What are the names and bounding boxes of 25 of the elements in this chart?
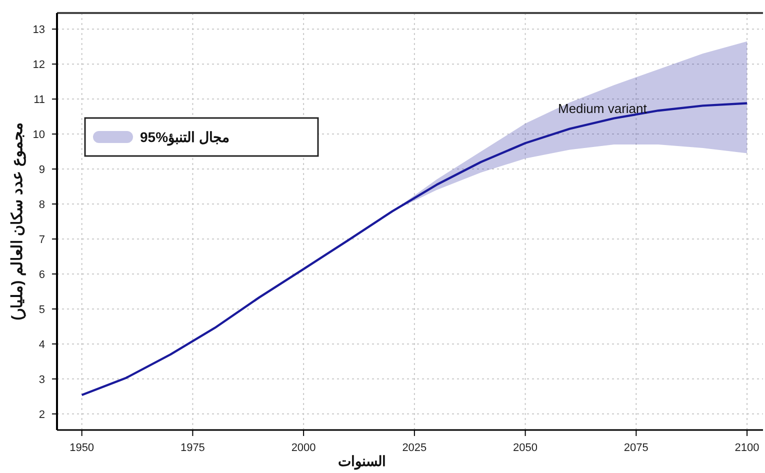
x-tick-label: 1975 — [180, 442, 205, 454]
y-tick-label: 11 — [34, 94, 45, 106]
y-tick-label: 10 — [32, 129, 45, 142]
y-tick-label: 6 — [38, 268, 45, 281]
x-tick-label: 2100 — [734, 442, 760, 454]
legend: 95%مجال التنبؤ — [84, 117, 319, 157]
y-tick-label: 2 — [38, 408, 45, 421]
x-tick-label: 2000 — [291, 442, 316, 454]
y-tick-label: 3 — [38, 374, 45, 386]
legend-label: 95%مجال التنبؤ — [140, 129, 230, 146]
y-tick-label: 9 — [38, 164, 45, 176]
x-tick-label: 1950 — [70, 442, 94, 454]
y-tick-label: 8 — [38, 199, 45, 212]
annotation: Medium variant — [558, 101, 648, 116]
y-axis-title: مجموع عدد سكان العالم (مليار) — [9, 122, 26, 320]
y-tick-label: 13 — [32, 24, 45, 36]
y-tick-label: 12 — [32, 59, 45, 72]
x-tick-label: 2075 — [624, 442, 648, 454]
y-tick-label: 7 — [38, 234, 45, 246]
x-tick-label: 2050 — [513, 442, 538, 454]
x-axis-title: السنوات — [338, 453, 386, 470]
line-series — [80, 102, 748, 396]
y-tick-label: 5 — [38, 304, 45, 316]
y-tick-label: 4 — [38, 338, 45, 351]
x-tick-label: 2025 — [402, 442, 427, 454]
